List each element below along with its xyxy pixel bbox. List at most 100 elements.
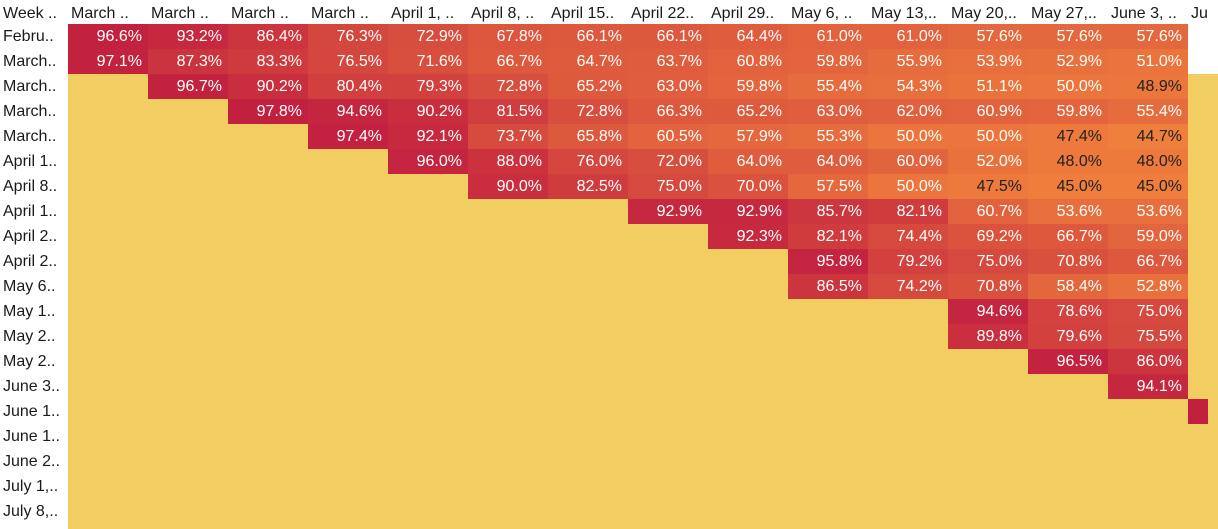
heatmap-cell: 96.5% [1028,349,1108,374]
heatmap-cell: 55.4% [788,74,868,99]
heatmap-cell: 66.3% [628,99,708,124]
heatmap-cell: 50.0% [1028,74,1108,99]
heatmap-cell: 50.0% [868,174,948,199]
row-header: March.. [3,53,57,70]
heatmap-cell: 57.9% [708,124,788,149]
row-header: June 2.. [3,453,60,470]
column-header: March .. [231,5,289,22]
heatmap-cell: 57.5% [788,174,868,199]
heatmap-cell: 79.3% [388,74,468,99]
column-header: June 3, .. [1111,5,1177,22]
heatmap-cell: 72.0% [628,149,708,174]
heatmap-cell: 88.0% [468,149,548,174]
column-header: May 20,.. [951,5,1017,22]
heatmap-cell: 53.6% [1028,199,1108,224]
heatmap-cell: 65.8% [548,124,628,149]
heatmap-cell: 60.5% [628,124,708,149]
heatmap-cell: 86.5% [788,274,868,299]
row-header: April 8.. [3,178,58,195]
heatmap-cell: 55.9% [868,49,948,74]
heatmap-cell: 63.7% [628,49,708,74]
heatmap-cell: 71.6% [388,49,468,74]
heatmap-cell: 64.7% [548,49,628,74]
heatmap-cell: 79.6% [1028,324,1108,349]
heatmap-cell: 70.8% [1028,249,1108,274]
row-header: Febru.. [3,28,54,45]
heatmap-cell: 96.6% [68,24,148,49]
heatmap-cell: 94.1% [1108,374,1188,399]
heatmap-cell: 55.3% [788,124,868,149]
heatmap-cell: 92.9% [708,199,788,224]
row-header: May 1.. [3,303,56,320]
heatmap-cell: 74.2% [868,274,948,299]
heatmap-cell: 76.5% [308,49,388,74]
heatmap-cell: 86.0% [1108,349,1188,374]
column-header: Ju [1191,5,1208,22]
heatmap-cell: 87.3% [148,49,228,74]
heatmap-cell: 48.0% [1108,149,1188,174]
heatmap-cell: 72.9% [388,24,468,49]
heatmap-cell: 59.8% [708,74,788,99]
heatmap-cell: 51.1% [948,74,1028,99]
heatmap-cell: 82.1% [868,199,948,224]
heatmap-cell: 82.5% [548,174,628,199]
row-header: March.. [3,103,57,120]
heatmap-cell: 80.4% [308,74,388,99]
heatmap-cell: 64.0% [708,149,788,174]
heatmap-cell: 52.0% [948,149,1028,174]
row-header: July 1,.. [3,478,59,495]
heatmap-cell: 75.0% [948,249,1028,274]
column-header: March .. [71,5,129,22]
heatmap-cell: 44.7% [1108,124,1188,149]
heatmap-cell: 58.4% [1028,274,1108,299]
heatmap-cell: 59.8% [1028,99,1108,124]
heatmap-cell: 54.3% [868,74,948,99]
heatmap-cell: 94.6% [948,299,1028,324]
heatmap-cell: 78.6% [1028,299,1108,324]
row-header: March.. [3,128,57,145]
row-header: June 1.. [3,428,60,445]
heatmap-cell: 73.7% [468,124,548,149]
heatmap-cell: 62.0% [868,99,948,124]
heatmap-cell: 93.2% [148,24,228,49]
heatmap-cell: 53.6% [1108,199,1188,224]
heatmap-cell: 79.2% [868,249,948,274]
column-header: April 8, .. [471,5,535,22]
heatmap-cell: 66.1% [628,24,708,49]
heatmap-cell: 69.2% [948,224,1028,249]
heatmap-cell: 57.6% [1028,24,1108,49]
heatmap-cell: 60.8% [708,49,788,74]
heatmap-cell: 66.7% [468,49,548,74]
heatmap-cell: 97.1% [68,49,148,74]
heatmap-cell: 96.7% [148,74,228,99]
column-header: April 29.. [711,5,775,22]
row-header: July 8,.. [3,503,59,520]
row-header: June 3.. [3,378,60,395]
heatmap-cell: 85.7% [788,199,868,224]
heatmap-cell: 45.0% [1108,174,1188,199]
corner-label: Week .. [3,5,57,22]
heatmap-cell: 67.8% [468,24,548,49]
column-header: March .. [311,5,369,22]
heatmap-cell: 66.7% [1108,249,1188,274]
heatmap-cell: 59.8% [788,49,868,74]
heatmap-cell: 65.2% [708,99,788,124]
heatmap-cell: 83.3% [228,49,308,74]
heatmap-cell: 90.2% [388,99,468,124]
heatmap-cell: 63.0% [788,99,868,124]
heatmap-cell: 70.0% [708,174,788,199]
row-header: April 2.. [3,228,58,245]
row-header: April 1.. [3,153,58,170]
heatmap-cell: 47.4% [1028,124,1108,149]
heatmap-cell: 81.5% [468,99,548,124]
heatmap-cell: 45.0% [1028,174,1108,199]
heatmap-cell: 52.9% [1028,49,1108,74]
heatmap-cell: 97.4% [308,124,388,149]
heatmap-cell: 66.1% [548,24,628,49]
heatmap-cell: 60.9% [948,99,1028,124]
column-header: May 6, .. [791,5,853,22]
row-header: May 2.. [3,353,56,370]
heatmap-cell: 52.8% [1108,274,1188,299]
row-header: June 1.. [3,403,60,420]
column-header: April 22.. [631,5,695,22]
